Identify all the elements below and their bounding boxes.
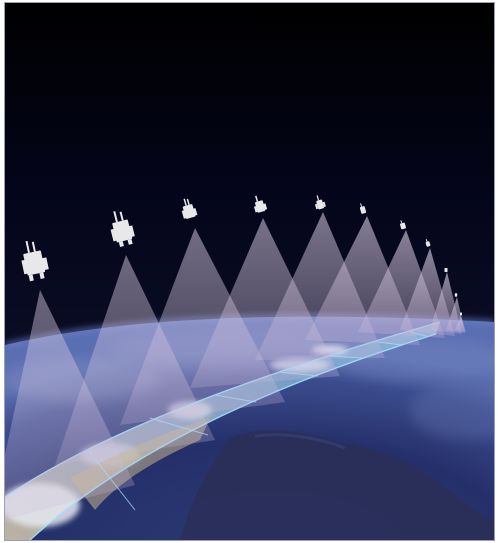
satellite-icon (400, 220, 406, 230)
satellite-icon (444, 268, 448, 272)
image-frame (4, 2, 495, 541)
satellite-icon (454, 293, 458, 297)
satellite-icon (460, 312, 462, 316)
satellite-icon (181, 198, 198, 219)
satellite-icon (253, 195, 268, 213)
satellite-icon (110, 211, 135, 247)
satellites (21, 195, 462, 316)
beam-2 (5, 290, 135, 520)
satellite-icon (21, 240, 49, 282)
satellite-icon (425, 239, 431, 247)
satellite-icon (359, 203, 367, 214)
scan-beams (5, 212, 466, 520)
satellite-icon (314, 195, 326, 210)
landmass (180, 430, 494, 540)
